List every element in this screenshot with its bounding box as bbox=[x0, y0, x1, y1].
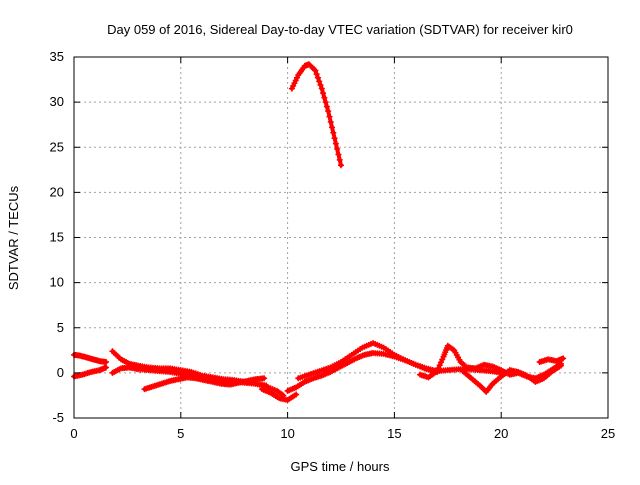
y-tick-label: 15 bbox=[50, 230, 64, 245]
y-tick-label: -5 bbox=[52, 410, 64, 425]
y-tick-label: 5 bbox=[57, 320, 64, 335]
data-point bbox=[338, 162, 344, 169]
data-point bbox=[332, 140, 339, 147]
x-tick-label: 20 bbox=[494, 426, 508, 441]
series-track-9 bbox=[288, 61, 344, 169]
data-point bbox=[323, 103, 330, 110]
y-tick-label: 25 bbox=[50, 139, 64, 154]
chart-title: Day 059 of 2016, Sidereal Day-to-day VTE… bbox=[107, 22, 573, 37]
data-point bbox=[312, 67, 319, 74]
data-point bbox=[327, 118, 334, 125]
data-point bbox=[263, 382, 270, 389]
data-point bbox=[103, 359, 110, 366]
data-point bbox=[314, 74, 321, 81]
x-tick-label: 10 bbox=[280, 426, 294, 441]
x-axis-label: GPS time / hours bbox=[291, 459, 390, 474]
series-track-6 bbox=[258, 386, 300, 403]
data-point bbox=[326, 113, 333, 120]
data-point bbox=[330, 129, 337, 136]
series-track-12 bbox=[536, 355, 567, 366]
data-point bbox=[335, 151, 342, 158]
data-point bbox=[103, 364, 110, 371]
data-point bbox=[558, 362, 565, 369]
data-point bbox=[322, 99, 329, 106]
y-tick-label: 10 bbox=[50, 275, 64, 290]
series-track-2 bbox=[71, 364, 110, 380]
y-axis-label: SDTVAR / TECUs bbox=[6, 185, 21, 290]
data-point bbox=[321, 94, 328, 101]
data-point bbox=[293, 391, 300, 398]
x-tick-label: 15 bbox=[387, 426, 401, 441]
y-tick-label: 30 bbox=[50, 94, 64, 109]
data-point bbox=[320, 90, 327, 97]
data-point bbox=[334, 146, 341, 153]
ticks: 0 5 10 15 20 25 -5 0 5 10 15 20 25 30 35 bbox=[50, 49, 616, 441]
data-point bbox=[329, 124, 336, 131]
series-track-1 bbox=[71, 351, 110, 366]
data-point bbox=[317, 81, 324, 88]
series-track-11 bbox=[459, 362, 565, 395]
data-point bbox=[261, 375, 268, 382]
data-point bbox=[313, 71, 320, 78]
series-line bbox=[285, 351, 440, 393]
series-line bbox=[289, 62, 343, 168]
data-point bbox=[325, 108, 332, 115]
y-tick-label: 35 bbox=[50, 49, 64, 64]
data-point bbox=[318, 85, 325, 92]
y-tick-label: 0 bbox=[57, 365, 64, 380]
y-tick-label: 20 bbox=[50, 184, 64, 199]
data-layer bbox=[71, 61, 567, 403]
data-point bbox=[316, 78, 323, 85]
series-track-7 bbox=[284, 350, 441, 394]
data-point bbox=[560, 355, 567, 362]
data-point bbox=[336, 156, 343, 163]
series-track-5 bbox=[141, 374, 268, 393]
x-tick-label: 25 bbox=[601, 426, 615, 441]
x-tick-label: 5 bbox=[177, 426, 184, 441]
data-point bbox=[331, 135, 338, 142]
x-tick-label: 0 bbox=[70, 426, 77, 441]
